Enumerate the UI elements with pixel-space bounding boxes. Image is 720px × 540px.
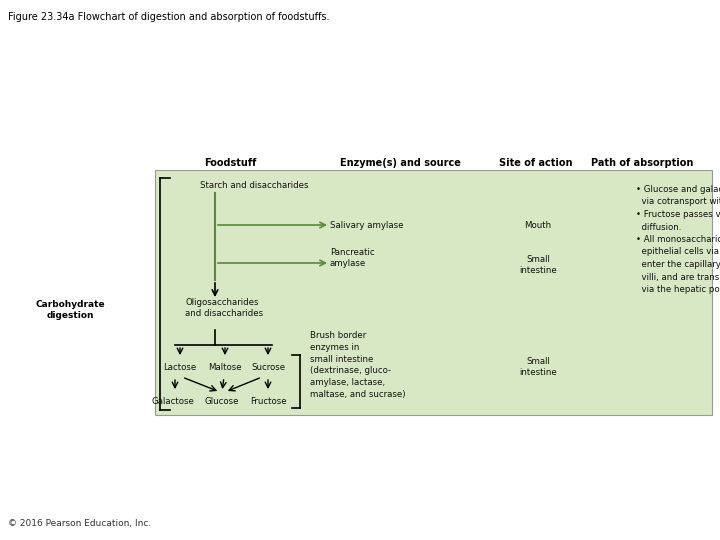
Text: Path of absorption: Path of absorption [591,158,693,168]
FancyBboxPatch shape [155,170,712,415]
Text: • Glucose and galactose are absorbed
  via cotransport with Na⁺.
• Fructose pass: • Glucose and galactose are absorbed via… [636,185,720,294]
Text: Mouth: Mouth [524,220,552,230]
Text: Fructose: Fructose [250,397,287,407]
Text: Small
intestine: Small intestine [519,254,557,275]
Text: Pancreatic
amylase: Pancreatic amylase [330,248,374,268]
Text: Glucose: Glucose [204,397,239,407]
Text: Sucrose: Sucrose [251,363,285,373]
Text: Figure 23.34a Flowchart of digestion and absorption of foodstuffs.: Figure 23.34a Flowchart of digestion and… [8,12,330,22]
Text: Enzyme(s) and source: Enzyme(s) and source [340,158,460,168]
Text: Galactose: Galactose [152,397,194,407]
Text: Small
intestine: Small intestine [519,356,557,377]
Text: Foodstuff: Foodstuff [204,158,256,168]
Text: Starch and disaccharides: Starch and disaccharides [200,180,308,190]
Text: Maltose: Maltose [208,363,242,373]
Text: Oligosaccharides
and disaccharides: Oligosaccharides and disaccharides [185,298,263,319]
Text: Site of action: Site of action [499,158,572,168]
Text: Brush border
enzymes in
small intestine
(dextrinase, gluco-
amylase, lactase,
ma: Brush border enzymes in small intestine … [310,331,405,399]
Text: © 2016 Pearson Education, Inc.: © 2016 Pearson Education, Inc. [8,519,151,528]
Text: Carbohydrate
digestion: Carbohydrate digestion [35,300,105,320]
Text: Lactose: Lactose [163,363,197,373]
Text: Salivary amylase: Salivary amylase [330,220,403,230]
